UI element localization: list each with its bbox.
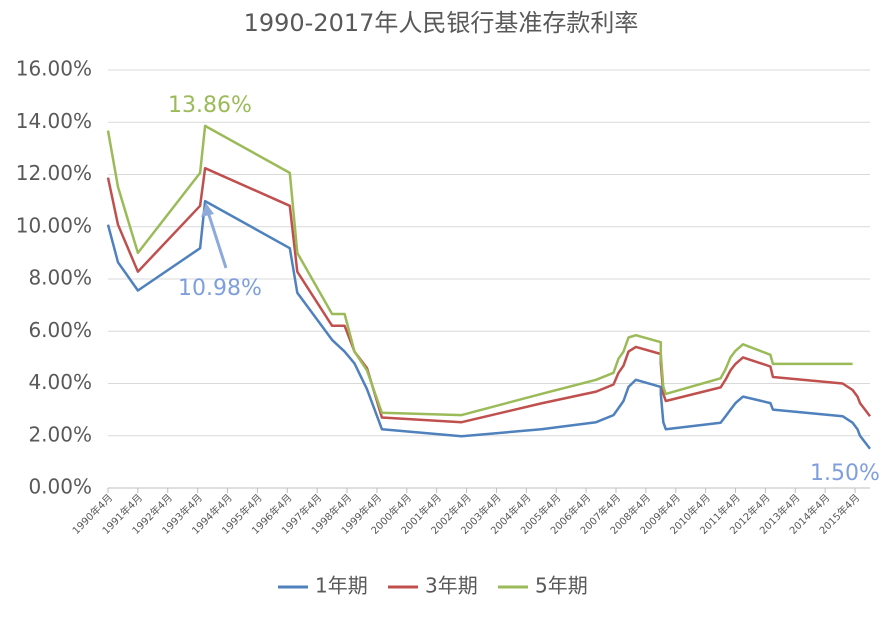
- legend-label: 5年期: [535, 574, 588, 598]
- annotation-arrowhead: [201, 203, 214, 217]
- series-line: [106, 124, 853, 417]
- y-tick-label: 0.00%: [28, 475, 92, 499]
- y-tick-label: 6.00%: [28, 318, 92, 342]
- annotation: 13.86%: [168, 93, 252, 118]
- annotation: 1.50%: [810, 461, 880, 486]
- y-tick-label: 4.00%: [28, 370, 92, 394]
- y-tick-label: 12.00%: [16, 161, 92, 185]
- y-tick-label: 14.00%: [16, 109, 92, 133]
- series-line: [106, 166, 871, 424]
- annotation: 10.98%: [178, 276, 262, 301]
- y-tick-label: 2.00%: [28, 422, 92, 446]
- legend-label: 3年期: [425, 574, 478, 598]
- y-tick-label: 10.00%: [16, 213, 92, 237]
- y-tick-label: 16.00%: [16, 57, 92, 81]
- annotation-arrow: [206, 211, 228, 269]
- y-tick-label: 8.00%: [28, 266, 92, 290]
- chart-title: 1990-2017年人民银行基准存款利率: [244, 9, 639, 37]
- series-line: [106, 199, 871, 450]
- legend-label: 1年期: [315, 574, 368, 598]
